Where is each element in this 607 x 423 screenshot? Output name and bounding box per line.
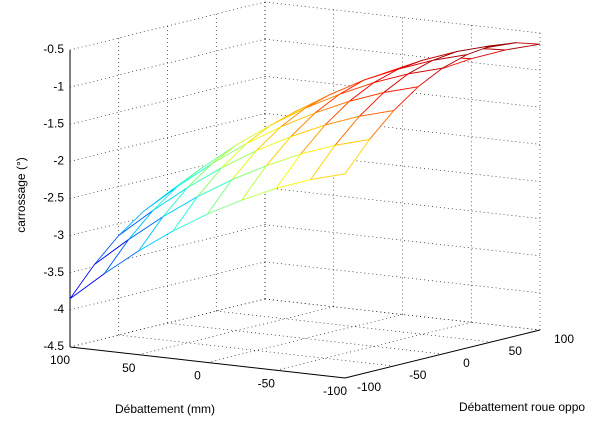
grid-line (118, 334, 394, 367)
z-tick-label: -4.5 (43, 339, 64, 353)
mesh-cell (69, 239, 130, 300)
z-tick-label: -3 (53, 228, 64, 242)
x-axis-label: Débattement (mm) (115, 402, 215, 416)
z-tick-label: -1 (53, 79, 64, 93)
mesh-cell (309, 138, 371, 181)
z-tick-label: -2 (53, 154, 64, 168)
x-axis (69, 346, 346, 379)
grid-line (264, 224, 541, 257)
y-tick-label: 0 (463, 356, 470, 370)
z-tick-label: -2.5 (43, 191, 64, 205)
x-tick-label: 50 (122, 361, 136, 375)
x-tick-label: -100 (323, 384, 347, 398)
grid-line (138, 306, 334, 356)
grid-line (207, 314, 403, 363)
y-tick-label: -100 (357, 380, 381, 394)
x-tick-label: 0 (194, 369, 201, 383)
grid-line (276, 321, 472, 371)
grid-line (69, 75, 266, 125)
x-tick-label: 100 (50, 353, 70, 367)
grid-line (69, 38, 266, 88)
z-tick-label: -1.5 (43, 116, 64, 130)
z-tick-label: -4 (53, 302, 64, 316)
x-tick-label: -50 (258, 376, 276, 390)
y-tick-label: 50 (509, 344, 523, 358)
y-tick-label: 100 (554, 332, 574, 346)
grid-line (69, 224, 266, 274)
grid-line (69, 261, 266, 311)
grid-line (216, 310, 492, 343)
y-axis (344, 329, 541, 379)
z-tick-label: -0.5 (43, 42, 64, 56)
y-tick-label: -50 (409, 368, 427, 382)
z-axis-label: carrossage (°) (14, 157, 28, 233)
grid-line (264, 261, 541, 294)
y-axis-label: Débattement roue oppo (459, 400, 585, 414)
grid-line (264, 38, 541, 71)
z-tick-label: -3.5 (43, 265, 64, 279)
grid-line (69, 113, 266, 162)
